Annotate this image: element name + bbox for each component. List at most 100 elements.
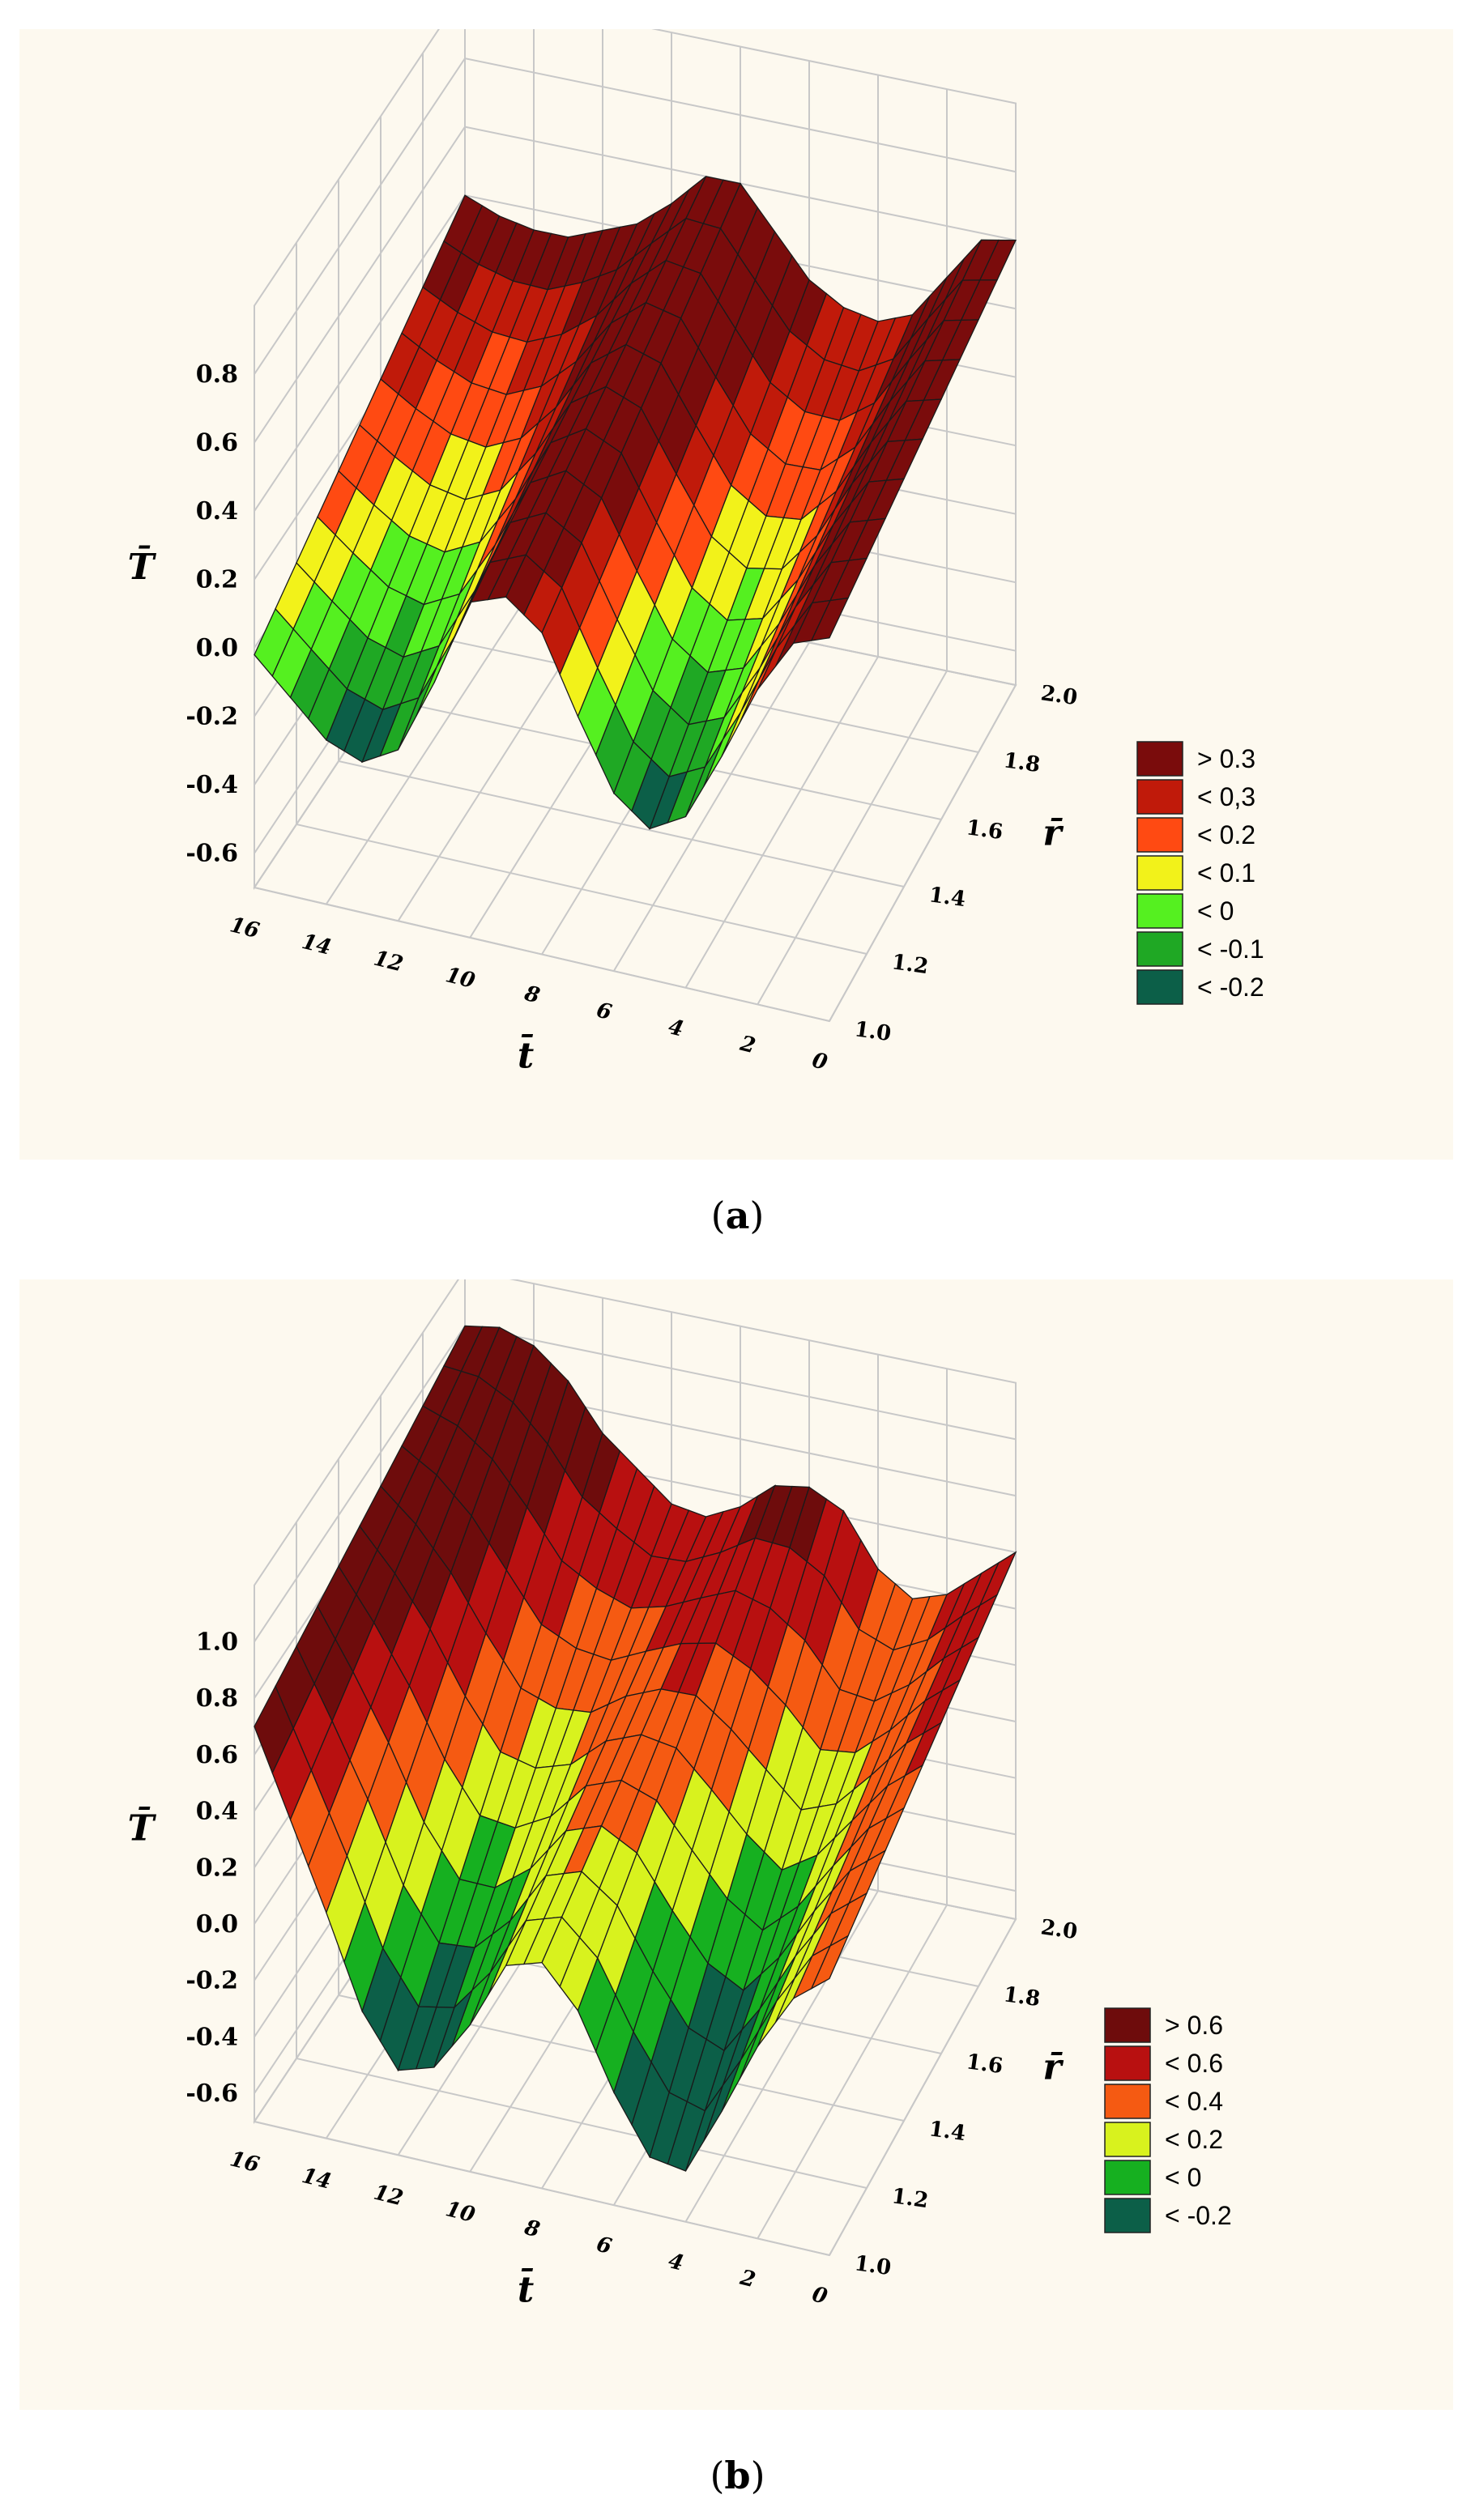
z-axis-title: T̄ bbox=[128, 1806, 157, 1850]
t-tick-label: 8 bbox=[522, 981, 543, 1009]
t-tick-label: 0 bbox=[810, 1048, 830, 1075]
legend: > 0.3 < 0,3 < 0.2 < 0.1 < 0 < -0.1 < -0.2 bbox=[1136, 741, 1264, 1005]
surface-cell bbox=[254, 1684, 294, 1775]
caption-b-letter: b bbox=[724, 2454, 751, 2497]
t-tick-label: 12 bbox=[371, 2181, 405, 2211]
t-tick-label: 4 bbox=[666, 2249, 686, 2275]
r-tick-label: 1.6 bbox=[965, 2050, 1004, 2079]
r-tick-label: 1.2 bbox=[890, 950, 930, 979]
r-tick-label: 1.0 bbox=[853, 1017, 893, 1046]
chart-panel-a: 0.8 0.6 0.4 0.2 0.0 -0.2 -0.4 -0.6 16 14 12 10 8 6 4 2 0… bbox=[19, 29, 1453, 1160]
t-tick-label: 14 bbox=[300, 2164, 334, 2194]
r-tick-label: 1.4 bbox=[927, 883, 967, 912]
legend-swatch bbox=[1136, 817, 1183, 853]
legend-swatch bbox=[1136, 893, 1183, 929]
z-tick-label: 0.4 bbox=[196, 1798, 238, 1826]
grid-line-r bbox=[254, 1585, 830, 2256]
z-tick-label: -0.4 bbox=[185, 771, 238, 799]
surface-chart-b: 1.0 0.8 0.6 0.4 0.2 0.0 -0.2 -0.4 -0.6 16 14 12 10 8 6… bbox=[128, 1279, 1232, 2311]
z-tick-label: -0.2 bbox=[185, 703, 238, 731]
legend-swatch bbox=[1136, 779, 1183, 815]
z-tick-label: 0.6 bbox=[196, 429, 238, 458]
grid-line-r bbox=[338, 179, 905, 888]
z-tick-label: 0.8 bbox=[196, 360, 238, 389]
z-tick-label: 0.2 bbox=[196, 566, 238, 594]
z-tick-label: 0.0 bbox=[196, 1910, 238, 1939]
t-tick-label: 6 bbox=[594, 998, 614, 1025]
legend-label: < 0.6 bbox=[1165, 2049, 1223, 2078]
t-tick-label: 16 bbox=[228, 2147, 262, 2177]
z-tick-label: -0.4 bbox=[185, 2023, 238, 2051]
caption-a-letter: a bbox=[725, 1194, 750, 1237]
z-axis-title: T̄ bbox=[128, 544, 157, 588]
t-tick-label: 14 bbox=[300, 930, 334, 960]
t-tick-label: 10 bbox=[443, 963, 477, 994]
legend-label: < -0.1 bbox=[1197, 934, 1264, 964]
caption-a: (a) bbox=[710, 1194, 765, 1237]
t-tick-label: 6 bbox=[594, 2233, 614, 2259]
legend-label: < 0 bbox=[1197, 896, 1234, 926]
z-tick-label: 1.0 bbox=[196, 1628, 238, 1656]
t-tick-label: 4 bbox=[666, 1015, 686, 1041]
r-axis-title: r̄ bbox=[1042, 2047, 1064, 2088]
z-tick-label: 0.4 bbox=[196, 497, 238, 526]
z-tick-label: 0.0 bbox=[196, 634, 238, 662]
legend-swatch bbox=[1104, 2084, 1151, 2119]
t-tick-label: 0 bbox=[810, 2282, 830, 2309]
grid-line-r bbox=[296, 242, 868, 955]
z-tick-label: -0.2 bbox=[185, 1967, 238, 1995]
z-tick-label: -0.6 bbox=[185, 840, 238, 868]
legend-label: < 0.2 bbox=[1165, 2125, 1223, 2154]
r-tick-label: 1.4 bbox=[927, 2117, 967, 2146]
r-tick-label: 1.8 bbox=[1002, 748, 1042, 777]
legend-swatch bbox=[1136, 741, 1183, 777]
legend-swatch bbox=[1104, 2045, 1151, 2081]
legend-label: < 0.1 bbox=[1197, 858, 1255, 888]
r-tick-label: 2.0 bbox=[1039, 1915, 1079, 1944]
r-tick-label: 1.0 bbox=[853, 2251, 893, 2280]
t-tick-label: 8 bbox=[522, 2216, 543, 2243]
r-tick-label: 1.2 bbox=[890, 2184, 930, 2213]
t-tick-label: 2 bbox=[737, 2266, 758, 2293]
t-tick-label: 16 bbox=[228, 913, 262, 943]
legend-swatch bbox=[1104, 2122, 1151, 2157]
legend-label: > 0.6 bbox=[1165, 2011, 1223, 2040]
r-tick-label: 1.8 bbox=[1002, 1982, 1042, 2011]
legend-label: > 0.3 bbox=[1197, 744, 1255, 773]
t-axis-title: t̄ bbox=[518, 2267, 534, 2310]
legend-label: < -0.2 bbox=[1165, 2201, 1232, 2230]
axis-titles: T̄ t̄ r̄ bbox=[128, 544, 1064, 1076]
t-tick-label: 10 bbox=[443, 2197, 477, 2228]
grid-line-r bbox=[254, 305, 830, 1022]
r-axis-title: r̄ bbox=[1042, 813, 1064, 854]
surface-cell bbox=[254, 607, 294, 678]
legend-label: < 0,3 bbox=[1197, 782, 1255, 811]
legend-swatch bbox=[1136, 931, 1183, 967]
t-tick-label: 12 bbox=[371, 947, 405, 977]
z-tick-label: 0.8 bbox=[196, 1684, 238, 1713]
t-tick-label: 2 bbox=[737, 1032, 758, 1059]
tick-labels: 0.8 0.6 0.4 0.2 0.0 -0.2 -0.4 -0.6 16 14 12 10 8 6 4 2 0… bbox=[185, 360, 1079, 1075]
legend-swatch bbox=[1136, 969, 1183, 1005]
legend-label: < 0 bbox=[1165, 2163, 1201, 2192]
r-tick-label: 1.6 bbox=[965, 815, 1004, 845]
z-tick-label: 0.6 bbox=[196, 1741, 238, 1769]
surface bbox=[254, 176, 1017, 830]
z-tick-label: -0.6 bbox=[185, 2079, 238, 2108]
axis-titles: T̄ t̄ r̄ bbox=[128, 1806, 1064, 2311]
caption-b: (b) bbox=[710, 2454, 765, 2497]
legend-swatch bbox=[1104, 2007, 1151, 2043]
legend-swatch bbox=[1136, 855, 1183, 891]
legend-label: < 0.4 bbox=[1165, 2087, 1223, 2116]
legend-swatch bbox=[1104, 2198, 1151, 2233]
legend-label: < 0.2 bbox=[1197, 820, 1255, 849]
surface-chart-a: 0.8 0.6 0.4 0.2 0.0 -0.2 -0.4 -0.6 16 14 12 10 8 6 4 2 0… bbox=[128, 29, 1264, 1077]
t-axis-title: t̄ bbox=[518, 1032, 534, 1076]
surface bbox=[254, 1325, 1017, 2172]
legend-swatch bbox=[1104, 2160, 1151, 2195]
z-tick-label: 0.2 bbox=[196, 1854, 238, 1882]
r-tick-label: 2.0 bbox=[1039, 681, 1079, 710]
legend: > 0.6 < 0.6 < 0.4 < 0.2 < 0 < -0.2 bbox=[1104, 2007, 1232, 2233]
chart-panel-b: 1.0 0.8 0.6 0.4 0.2 0.0 -0.2 -0.4 -0.6 16 14 12 10 8 6… bbox=[19, 1279, 1453, 2410]
legend-label: < -0.2 bbox=[1197, 973, 1264, 1002]
